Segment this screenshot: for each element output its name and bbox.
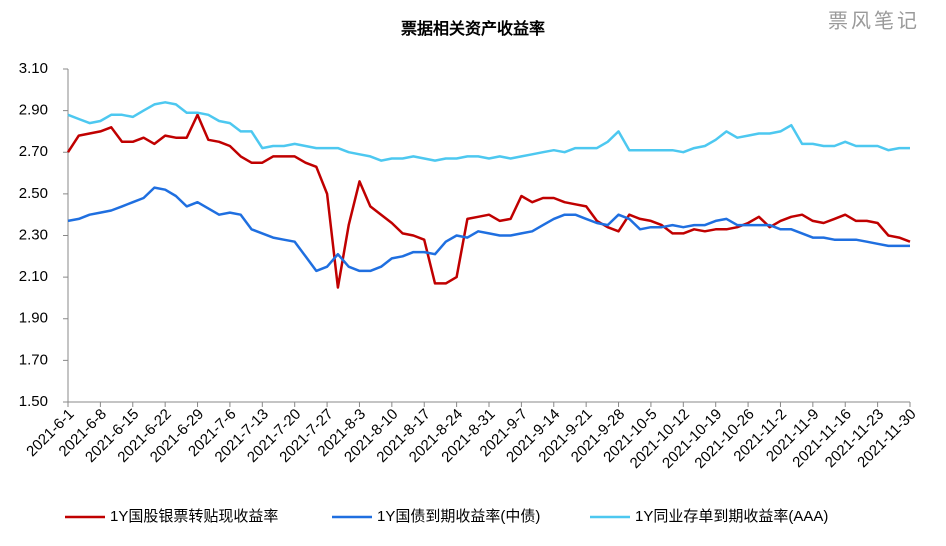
series-line [67, 186, 910, 273]
y-tick-label: 1.50 [19, 393, 48, 410]
y-tick-label: 3.10 [19, 60, 48, 77]
series-line [67, 101, 910, 162]
y-tick-label: 2.30 [19, 226, 48, 243]
y-tick-label: 2.70 [19, 143, 48, 160]
series-line [66, 113, 911, 289]
y-tick-label: 2.10 [19, 268, 48, 285]
legend-label: 1Y国股银票转贴现收益率 [110, 508, 278, 525]
y-tick-label: 1.70 [19, 351, 48, 368]
legend-label: 1Y国债到期收益率(中债) [377, 508, 540, 525]
y-tick-label: 2.50 [19, 185, 48, 202]
y-tick-label: 2.90 [19, 102, 48, 119]
chart-title: 票据相关资产收益率 [401, 19, 545, 38]
watermark: 票风笔记 [828, 9, 920, 32]
y-tick-label: 1.90 [19, 310, 48, 327]
legend-label: 1Y同业存单到期收益率(AAA) [635, 508, 828, 525]
